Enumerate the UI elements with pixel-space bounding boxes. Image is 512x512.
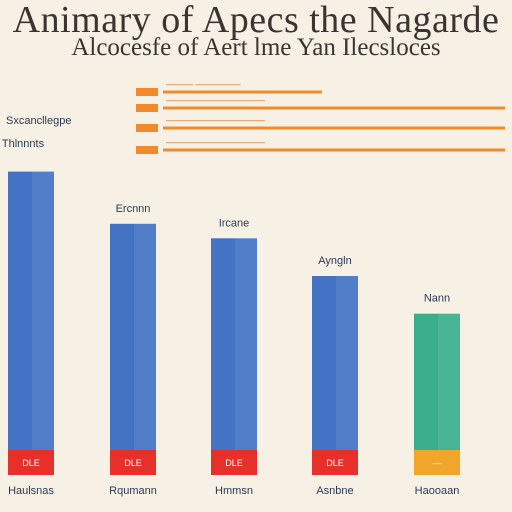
legend-swatch bbox=[136, 104, 158, 112]
bar bbox=[312, 276, 358, 450]
bar-base-label: DLE bbox=[124, 458, 142, 468]
legend-swatch bbox=[136, 146, 158, 154]
category-label: Asnbne bbox=[316, 485, 353, 497]
bar-base-label: DLE bbox=[326, 458, 344, 468]
bar-shade bbox=[438, 313, 460, 450]
bar-base bbox=[312, 450, 358, 475]
bar-base bbox=[8, 450, 54, 475]
legend-label: ——————————— bbox=[166, 95, 265, 105]
legend-label: ——————————— bbox=[166, 115, 265, 125]
data-label: Ayngln bbox=[318, 255, 351, 267]
legend-label: ——— ————— bbox=[166, 79, 241, 89]
bar bbox=[414, 313, 460, 450]
bar-shade bbox=[134, 223, 156, 450]
data-label: Ircane bbox=[219, 217, 250, 229]
category-label: Haulsnas bbox=[8, 485, 54, 497]
bar-shade bbox=[235, 238, 257, 450]
data-label: Thlnnnts bbox=[2, 138, 45, 150]
bar bbox=[211, 238, 257, 450]
category-label: Rqumann bbox=[109, 485, 157, 497]
bar-base bbox=[110, 450, 156, 475]
bar-base bbox=[414, 450, 460, 475]
chart-title: Animary of Apecs the Nagarde bbox=[12, 0, 500, 41]
category-label: Haooaan bbox=[415, 485, 460, 497]
data-label: Ercnnn bbox=[116, 203, 151, 215]
chart-subtitle: Alcocesfe of Aert lme Yan Ilecsloces bbox=[71, 34, 441, 61]
data-label: Nann bbox=[424, 293, 450, 305]
bar-shade bbox=[336, 276, 358, 450]
header-label: Sxcancllegpe bbox=[6, 115, 71, 127]
bar bbox=[8, 171, 54, 450]
category-label: Hmmsn bbox=[215, 485, 253, 497]
legend-swatch bbox=[136, 88, 158, 96]
bar-shade bbox=[32, 171, 54, 450]
bar bbox=[110, 223, 156, 450]
legend-label: ——————————— bbox=[166, 137, 265, 147]
bar-base-label: — bbox=[433, 458, 442, 468]
bar-base-label: DLE bbox=[22, 458, 40, 468]
bar-base-label: DLE bbox=[225, 458, 243, 468]
legend-swatch bbox=[136, 124, 158, 132]
bar-base bbox=[211, 450, 257, 475]
